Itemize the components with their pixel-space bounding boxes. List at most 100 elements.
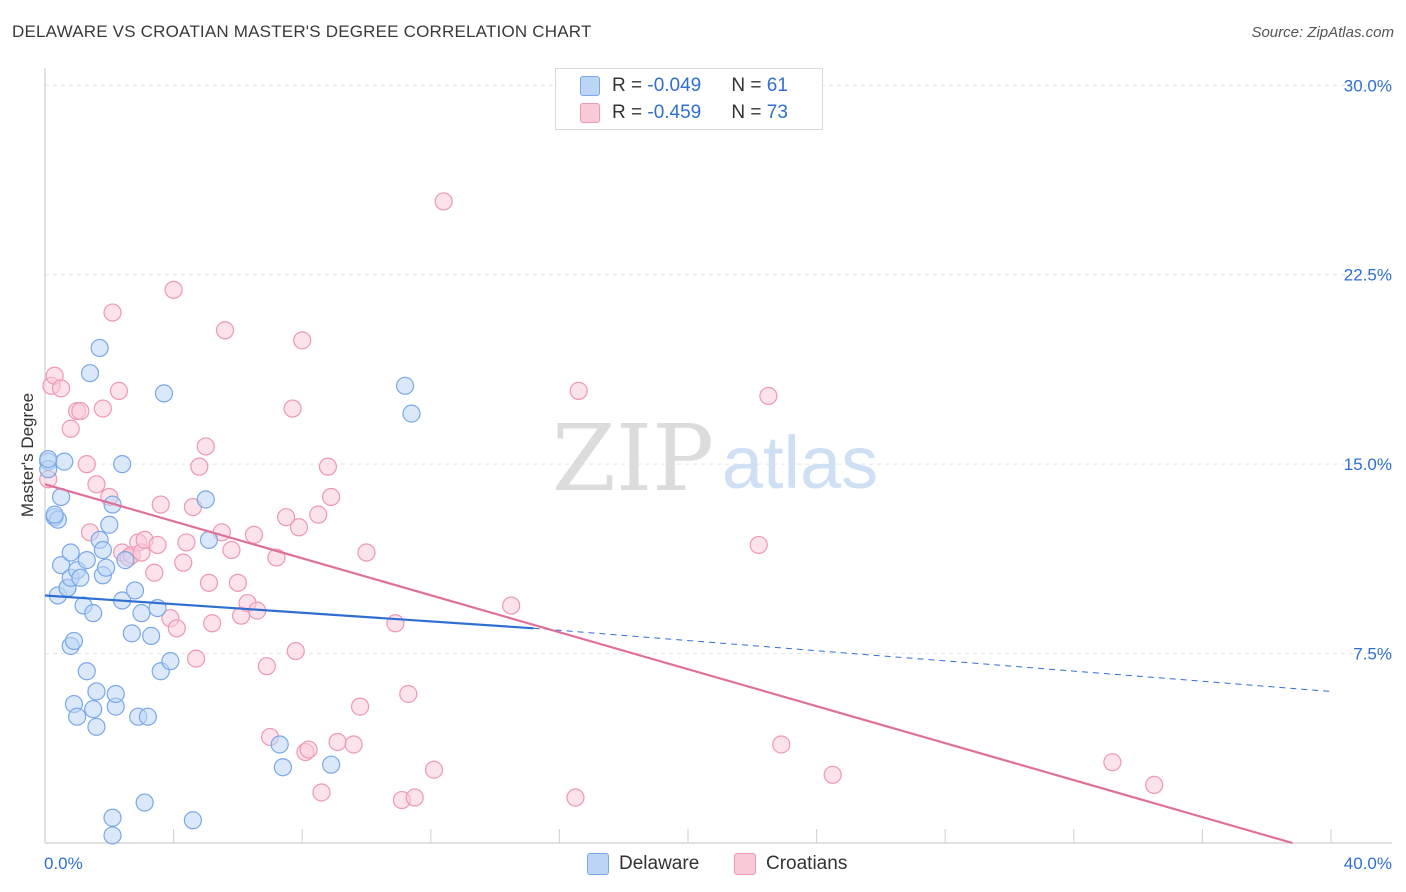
croatians-point — [322, 487, 341, 507]
croatians-swatch — [580, 103, 600, 123]
delaware-point — [270, 735, 289, 754]
delaware-point — [55, 452, 74, 471]
r-value: -0.459 — [647, 102, 702, 123]
delaware-trend-dashed — [533, 627, 1332, 692]
y-tick-label: 15.0% — [1344, 455, 1392, 474]
croatians-point — [71, 401, 90, 421]
delaware-point — [100, 515, 119, 534]
delaware-trend-line — [44, 594, 534, 630]
croatians-point — [51, 379, 71, 398]
delaware-point — [116, 551, 135, 570]
croatians-point — [187, 649, 206, 668]
delaware-point — [90, 338, 109, 358]
delaware-point — [77, 551, 96, 570]
croatians-point — [399, 684, 418, 704]
trend-lines — [44, 483, 1332, 845]
delaware-point — [51, 556, 71, 575]
r-label: R = — [612, 102, 648, 123]
croatians-point — [148, 535, 167, 555]
delaware-points — [39, 338, 421, 845]
croatians-point — [749, 535, 768, 555]
croatians-point — [502, 596, 521, 615]
croatians-point — [61, 419, 80, 438]
tick-labels: 7.5% 15.0% 22.5% 30.0% 0.0% 40.0% — [44, 76, 1392, 873]
croatians-point — [299, 740, 318, 759]
croatians-point — [357, 543, 376, 562]
delaware-point — [64, 631, 84, 651]
croatians-point — [277, 508, 296, 527]
delaware-point — [132, 604, 151, 623]
croatians-point — [823, 765, 842, 784]
croatians-point — [318, 457, 338, 476]
watermark-zip: ZIP — [552, 405, 714, 512]
croatians-point — [1103, 753, 1122, 772]
delaware-point — [161, 652, 180, 671]
croatians-point — [228, 573, 247, 592]
croatians-point — [569, 381, 588, 400]
delaware-point — [183, 811, 202, 830]
croatians-point — [309, 505, 328, 524]
delaware-point — [135, 793, 154, 812]
delaware-point — [39, 449, 58, 469]
chart-title: DELAWARE VS CROATIAN MASTER'S DEGREE COR… — [12, 22, 592, 41]
legend-item-delaware[interactable]: Delaware — [587, 851, 699, 877]
source-credit: Source: ZipAtlas.com — [1251, 24, 1394, 41]
croatians-point — [286, 641, 305, 661]
y-tick-label: 30.0% — [1344, 76, 1392, 95]
croatians-point — [203, 614, 222, 633]
croatians-point — [109, 381, 129, 400]
axes — [44, 68, 1392, 844]
croatians-point — [145, 563, 164, 582]
delaware-point — [93, 540, 112, 560]
croatians-point — [222, 540, 241, 560]
delaware-point — [61, 543, 80, 562]
delaware-swatch — [580, 76, 600, 96]
delaware-point — [68, 707, 87, 726]
croatians-point — [312, 783, 331, 802]
croatians-point — [386, 614, 405, 633]
delaware-point — [77, 662, 96, 681]
croatians-point — [215, 321, 235, 340]
croatians-point — [177, 533, 196, 552]
delaware-point — [106, 684, 125, 704]
croatians-trend-line — [44, 483, 1293, 845]
croatians-point — [293, 331, 312, 350]
croatians-point — [174, 553, 193, 572]
croatians-point — [151, 495, 170, 514]
croatians-point — [759, 386, 778, 406]
watermark-atlas: atlas — [722, 421, 878, 504]
croatians-points — [39, 192, 1164, 810]
delaware-point — [154, 384, 174, 403]
croatians-point — [87, 475, 106, 494]
croatians-point — [434, 192, 453, 211]
delaware-point — [87, 717, 106, 736]
delaware-point — [103, 808, 122, 827]
legend-row-delaware: R = -0.049 N = 61 — [580, 74, 788, 98]
r-label: R = — [612, 75, 648, 96]
croatians-point — [289, 518, 309, 537]
y-tick-label: 22.5% — [1344, 266, 1392, 285]
delaware-point — [113, 455, 132, 474]
croatians-point — [1145, 775, 1164, 795]
delaware-point — [196, 490, 215, 509]
grid-lines — [45, 84, 1392, 655]
legend-label-croatians: Croatians — [766, 853, 848, 874]
croatians-point — [190, 457, 209, 476]
y-axis-label: Master's Degree — [18, 393, 37, 517]
delaware-point — [103, 826, 122, 845]
legend-item-croatians[interactable]: Croatians — [734, 851, 847, 877]
croatians-point — [77, 455, 96, 474]
delaware-point — [45, 505, 64, 524]
delaware-point — [84, 604, 103, 623]
delaware-point — [402, 404, 421, 423]
delaware-point — [96, 558, 116, 577]
croatians-swatch — [734, 853, 756, 875]
delaware-point — [71, 568, 90, 587]
stats-legend: R = -0.049 N = 61 R = -0.459 N = 73 — [555, 68, 823, 130]
legend-row-croatians: R = -0.459 N = 73 — [580, 101, 788, 125]
croatians-point — [196, 437, 215, 456]
croatians-point — [350, 697, 370, 716]
delaware-point — [138, 707, 157, 726]
n-value: 61 — [766, 75, 788, 96]
